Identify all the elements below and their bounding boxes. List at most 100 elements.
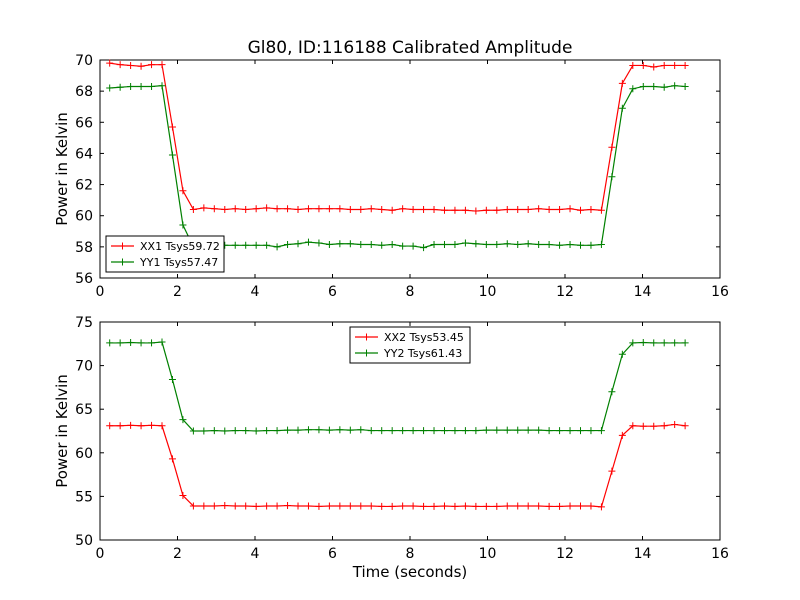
- data-point: [231, 427, 239, 435]
- data-point: [681, 82, 689, 90]
- data-point: [639, 338, 647, 346]
- data-point: [357, 205, 365, 213]
- data-point: [577, 427, 584, 435]
- data-point: [597, 241, 605, 249]
- data-point: [367, 205, 375, 213]
- data-point: [587, 205, 595, 213]
- data-point: [367, 502, 375, 510]
- y-axis-label: Power in Kelvin: [53, 112, 71, 226]
- data-point: [357, 241, 365, 249]
- data-point: [409, 205, 417, 213]
- data-point: [577, 206, 584, 214]
- data-point: [158, 422, 166, 430]
- data-point: [263, 427, 271, 435]
- data-point: [420, 427, 428, 435]
- data-point: [577, 502, 584, 510]
- data-point: [430, 205, 438, 213]
- x-tick-label: 4: [251, 546, 260, 562]
- data-point: [106, 59, 114, 67]
- x-tick-label: 0: [96, 546, 105, 562]
- data-point: [629, 339, 637, 347]
- data-point: [524, 502, 532, 510]
- data-point: [618, 350, 626, 358]
- legend-marker: [119, 258, 126, 266]
- x-tick-label: 8: [406, 546, 415, 562]
- series-0: [106, 420, 689, 511]
- data-point: [315, 239, 323, 247]
- data-point: [210, 427, 218, 435]
- data-point: [315, 502, 323, 510]
- data-point: [409, 502, 417, 510]
- x-axis-label: Time (seconds): [352, 563, 468, 581]
- data-point: [106, 339, 114, 347]
- data-point: [660, 339, 668, 347]
- y-tick-label: 60: [75, 209, 93, 225]
- data-point: [127, 61, 135, 69]
- data-point: [660, 61, 668, 69]
- data-point: [116, 339, 124, 347]
- data-point: [284, 426, 292, 434]
- data-point: [252, 502, 260, 510]
- data-point: [294, 240, 302, 248]
- data-point: [461, 239, 469, 247]
- data-point: [168, 151, 176, 159]
- data-point: [650, 422, 658, 430]
- data-point: [420, 502, 428, 510]
- legend-label: XX2 Tsys53.45: [384, 331, 464, 344]
- data-point: [158, 82, 166, 90]
- data-point: [681, 422, 689, 430]
- data-point: [671, 420, 679, 428]
- data-point: [650, 339, 658, 347]
- data-point: [242, 427, 250, 435]
- legend: XX2 Tsys53.45 YY2 Tsys61.43: [349, 326, 471, 364]
- data-point: [535, 241, 543, 249]
- data-point: [597, 206, 605, 214]
- data-point: [346, 240, 354, 248]
- data-point: [158, 338, 166, 346]
- x-tick-label: 2: [173, 546, 182, 562]
- data-point: [242, 205, 250, 213]
- data-point: [304, 426, 312, 434]
- data-point: [127, 421, 135, 429]
- data-point: [472, 427, 480, 435]
- data-point: [242, 502, 250, 510]
- data-point: [524, 205, 532, 213]
- lower-plot: 0 2 4 6 8 10 12 14 16 50 55 60 65 70 75 Power in Kelvin…: [53, 315, 729, 581]
- data-point: [127, 82, 135, 90]
- data-point: [284, 241, 292, 249]
- data-point: [514, 241, 522, 249]
- data-point: [346, 205, 354, 213]
- data-point: [137, 422, 145, 430]
- data-point: [294, 426, 302, 434]
- data-point: [325, 426, 333, 434]
- data-point: [399, 242, 407, 250]
- data-point: [179, 416, 187, 424]
- x-tick-label: 2: [173, 284, 182, 300]
- data-point: [535, 205, 543, 213]
- legend-box: [349, 326, 471, 364]
- data-point: [179, 492, 187, 500]
- data-point: [493, 502, 501, 510]
- data-point: [440, 241, 448, 249]
- data-point: [461, 427, 469, 435]
- data-point: [106, 84, 114, 92]
- data-point: [399, 427, 407, 435]
- data-point: [137, 62, 145, 70]
- data-point: [472, 207, 480, 215]
- y-tick-label: 56: [75, 271, 93, 287]
- data-point: [106, 422, 114, 430]
- data-point: [189, 205, 197, 213]
- y-tick-label: 70: [75, 53, 93, 69]
- data-point: [430, 427, 438, 435]
- data-point: [566, 205, 574, 213]
- data-point: [587, 427, 595, 435]
- data-point: [503, 426, 511, 434]
- data-point: [189, 427, 197, 435]
- data-point: [430, 241, 438, 249]
- data-point: [493, 426, 501, 434]
- data-point: [294, 502, 302, 510]
- data-point: [681, 339, 689, 347]
- legend: XX1 Tsys59.72 YY1 Tsys57.47: [105, 235, 225, 273]
- y-tick-label: 64: [75, 146, 93, 162]
- data-point: [639, 61, 647, 69]
